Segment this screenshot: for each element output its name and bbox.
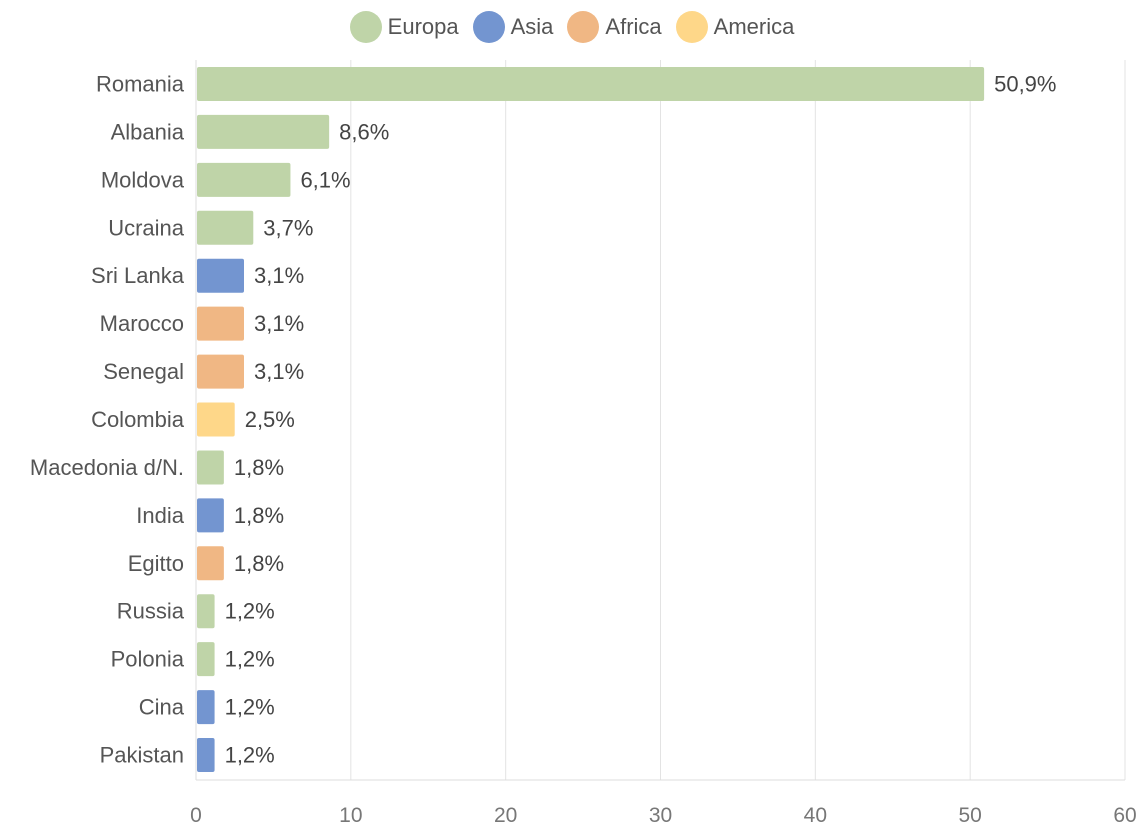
bar-value-label: 2,5% bbox=[245, 407, 295, 432]
category-label: Moldova bbox=[101, 167, 185, 192]
bar-cina bbox=[197, 690, 215, 725]
bar-value-label: 1,2% bbox=[225, 695, 275, 720]
x-tick-label: 60 bbox=[1113, 804, 1136, 827]
bar-albania bbox=[197, 114, 330, 149]
chart-legend: Europa Asia Africa America bbox=[0, 8, 1144, 46]
bar-marocco bbox=[197, 306, 244, 341]
legend-swatch-asia bbox=[472, 11, 505, 43]
bar-value-label: 3,1% bbox=[254, 359, 304, 384]
category-label: Romania bbox=[96, 72, 185, 97]
category-label: Ucraina bbox=[108, 215, 185, 240]
bar-value-label: 6,1% bbox=[300, 167, 350, 192]
legend-item-africa: Africa bbox=[567, 11, 662, 43]
axes: 0 10 20 30 40 50 60 Romania 50,9% Albania 8,6% Mold… bbox=[30, 60, 1137, 827]
legend-swatch-europa bbox=[349, 11, 382, 43]
bar-value-label: 1,8% bbox=[234, 551, 284, 576]
bar-value-label: 50,9% bbox=[994, 72, 1056, 97]
legend-label-europa: Europa bbox=[387, 14, 459, 39]
bar-romania bbox=[197, 67, 985, 101]
legend-swatch-america bbox=[675, 11, 708, 43]
category-label: Sri Lanka bbox=[91, 263, 185, 288]
bar-polonia bbox=[197, 642, 215, 677]
category-label: Marocco bbox=[100, 311, 184, 336]
legend-item-america: America bbox=[675, 11, 795, 43]
bar-value-label: 1,8% bbox=[234, 455, 284, 480]
category-label: Cina bbox=[139, 695, 185, 720]
legend-label-america: America bbox=[713, 14, 795, 39]
legend-label-africa: Africa bbox=[605, 14, 662, 39]
bar-moldova bbox=[197, 162, 291, 197]
bar-value-label: 8,6% bbox=[339, 119, 389, 144]
category-label: Russia bbox=[117, 599, 185, 624]
category-label: India bbox=[136, 503, 184, 528]
bar-pakistan bbox=[197, 738, 215, 773]
bar-value-label: 3,1% bbox=[254, 311, 304, 336]
x-tick-label: 0 bbox=[190, 804, 202, 827]
bar-value-label: 3,1% bbox=[254, 263, 304, 288]
bar-value-label: 1,2% bbox=[225, 599, 275, 624]
legend-swatch-africa bbox=[567, 11, 600, 43]
bar-egitto bbox=[197, 546, 224, 581]
bar-colombia bbox=[197, 402, 235, 437]
legend-item-europa: Europa bbox=[349, 11, 459, 43]
bar-ucraina bbox=[197, 210, 254, 245]
x-tick-label: 40 bbox=[804, 804, 827, 827]
category-label: Polonia bbox=[111, 647, 185, 672]
category-label: Senegal bbox=[103, 359, 184, 384]
x-tick-label: 30 bbox=[649, 804, 672, 827]
category-label: Egitto bbox=[128, 551, 184, 576]
x-tick-label: 50 bbox=[958, 804, 981, 827]
category-label: Pakistan bbox=[100, 743, 184, 768]
category-label: Albania bbox=[111, 119, 185, 144]
x-tick-label: 10 bbox=[339, 804, 362, 827]
x-tick-label: 20 bbox=[494, 804, 517, 827]
bar-macedonia-d-n- bbox=[197, 450, 224, 485]
bar-value-label: 1,8% bbox=[234, 503, 284, 528]
category-label: Colombia bbox=[91, 407, 185, 432]
bar-value-label: 3,7% bbox=[263, 215, 313, 240]
gridlines bbox=[350, 60, 1126, 780]
bar-russia bbox=[197, 594, 215, 629]
bar-value-label: 1,2% bbox=[225, 743, 275, 768]
bar-senegal bbox=[197, 354, 244, 389]
bar-sri-lanka bbox=[197, 258, 244, 293]
legend-label-asia: Asia bbox=[510, 14, 554, 39]
bars bbox=[197, 67, 985, 773]
bar-value-label: 1,2% bbox=[225, 647, 275, 672]
legend-item-asia: Asia bbox=[472, 11, 554, 43]
bar-india bbox=[197, 498, 224, 533]
category-label: Macedonia d/N. bbox=[30, 455, 184, 480]
